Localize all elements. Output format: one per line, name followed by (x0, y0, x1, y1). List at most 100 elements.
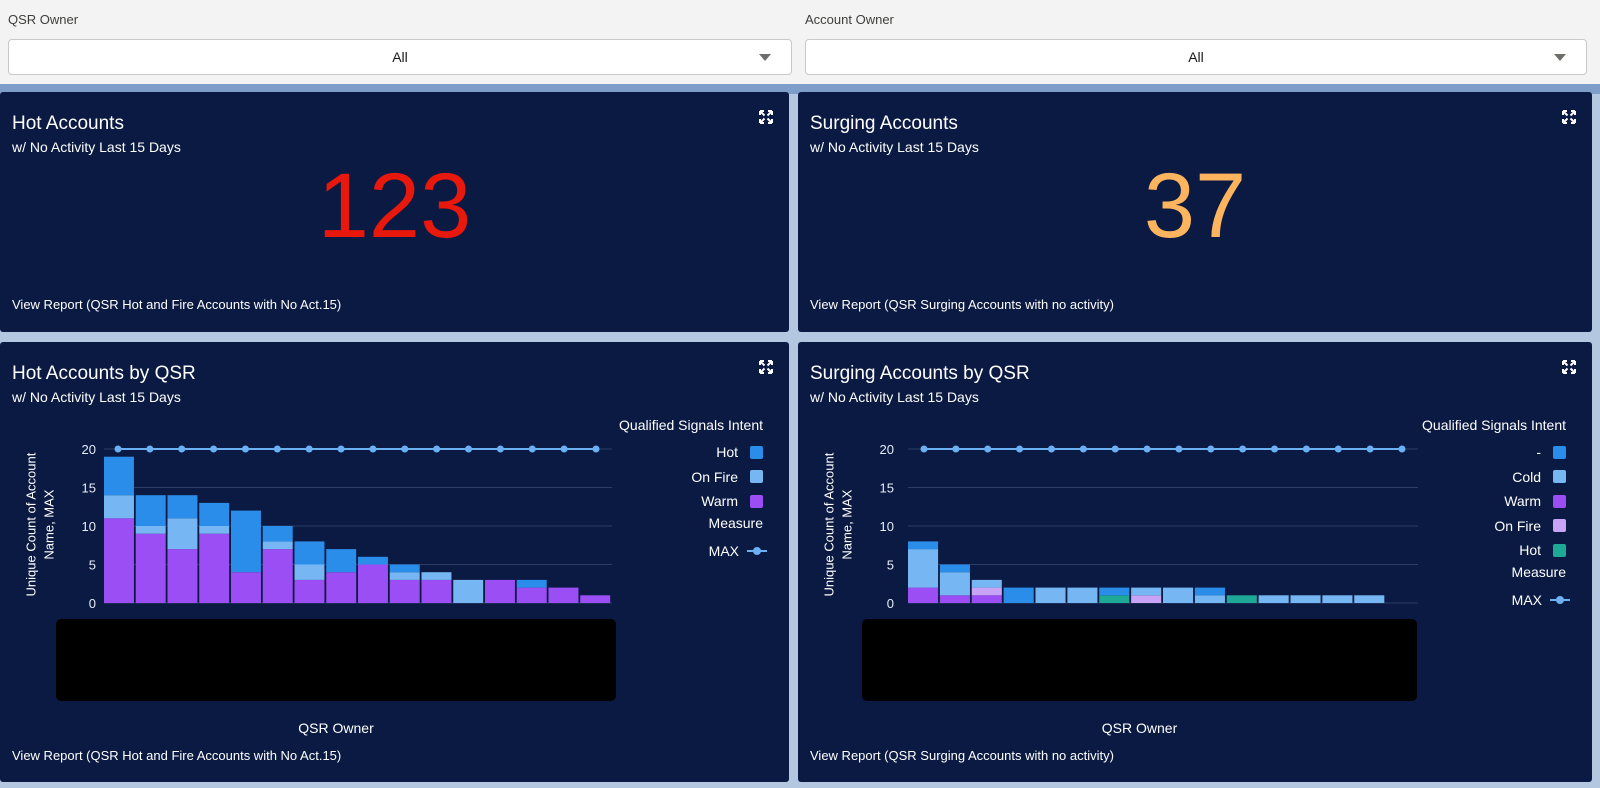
legend-item[interactable]: Cold (1512, 469, 1566, 485)
legend-item[interactable]: - (1536, 444, 1566, 460)
legend-item[interactable]: On Fire (691, 469, 763, 485)
legend-swatch (750, 445, 763, 459)
max-point (433, 445, 441, 453)
line-marker-icon (747, 546, 767, 555)
legend-swatch (750, 494, 763, 508)
legend-item[interactable]: Hot (716, 444, 763, 460)
max-point (1334, 445, 1342, 453)
max-point (146, 445, 154, 453)
max-point (1207, 445, 1215, 453)
legend-item-label: Warm (1504, 493, 1541, 509)
expand-icon[interactable] (1562, 110, 1576, 124)
expand-icon[interactable] (1562, 360, 1576, 374)
legend-item[interactable]: On Fire (1494, 518, 1566, 534)
bar-segment (939, 572, 970, 596)
bar-segment (1067, 587, 1098, 603)
bar-segment (389, 572, 420, 580)
legend-item[interactable]: Warm (701, 493, 763, 509)
bar-segment (1226, 595, 1257, 603)
view-report-link[interactable]: View Report (QSR Surging Accounts with n… (810, 297, 1114, 312)
hot-accounts-count: 123 (317, 155, 472, 257)
max-point (592, 445, 600, 453)
max-point (1398, 445, 1406, 453)
legend-swatch (1553, 494, 1566, 508)
surging-accounts-by-qsr-panel: Surging Accounts by QSR w/ No Activity L… (798, 342, 1592, 782)
legend-title: Qualified Signals Intent (1422, 417, 1566, 433)
legend-item-label: Hot (716, 444, 738, 460)
bar-segment (580, 595, 611, 603)
view-report-link[interactable]: View Report (QSR Hot and Fire Accounts w… (12, 748, 342, 763)
legend-swatch (1553, 470, 1566, 483)
legend-item-label: On Fire (691, 468, 738, 485)
max-point (1079, 445, 1087, 453)
max-point (465, 445, 473, 453)
legend-item-max[interactable]: MAX (709, 543, 767, 559)
view-report-link[interactable]: View Report (QSR Surging Accounts with n… (810, 748, 1114, 763)
account-owner-filter-label: Account Owner (805, 12, 894, 27)
account-owner-select-value: All (1188, 49, 1204, 65)
max-point (1239, 445, 1247, 453)
legend-item-label: On Fire (1494, 517, 1541, 534)
panel-title: Hot Accounts (12, 113, 124, 134)
max-point (305, 445, 313, 453)
bar-segment (167, 549, 198, 603)
view-report-link[interactable]: View Report (QSR Hot and Fire Accounts w… (12, 297, 342, 312)
bar-segment (908, 549, 939, 588)
bar-segment (135, 533, 166, 603)
bar-segment (971, 595, 1002, 603)
legend-swatch (750, 470, 763, 483)
bar-segment (294, 579, 325, 603)
legend-item-max[interactable]: MAX (1512, 592, 1570, 608)
bar-segment (104, 456, 134, 496)
hot-accounts-panel: Hot Accounts w/ No Activity Last 15 Days… (0, 92, 789, 332)
bar-segment (104, 518, 134, 603)
bar-segment (326, 549, 357, 573)
bar-segment (453, 579, 484, 603)
bar-segment (104, 495, 134, 519)
y-tick-label: 10 (880, 519, 894, 534)
bar-segment (199, 526, 230, 534)
max-point (1143, 445, 1151, 453)
max-point (114, 445, 122, 453)
max-point (1302, 445, 1310, 453)
legend-item[interactable]: Hot (1519, 542, 1566, 558)
bar-segment (516, 579, 547, 588)
chevron-down-icon (1554, 54, 1566, 61)
y-axis-title-line1: Unique Count of Account (821, 452, 837, 597)
y-tick-label: 15 (880, 481, 894, 496)
redacted-x-labels (56, 619, 616, 701)
max-point (1175, 445, 1183, 453)
bar-segment (1099, 595, 1130, 603)
x-axis-title: QSR Owner (298, 720, 374, 736)
expand-icon[interactable] (759, 110, 773, 124)
panel-subtitle: w/ No Activity Last 15 Days (12, 389, 181, 405)
bar-segment (1194, 595, 1225, 603)
surging-accounts-chart: 0 5 10 15 20 (880, 442, 1418, 611)
redacted-x-labels (862, 619, 1417, 701)
panel-title: Surging Accounts (810, 113, 958, 134)
qsr-owner-select[interactable]: All (8, 39, 792, 75)
legend-item-label: - (1536, 444, 1541, 460)
legend-item-label: Warm (701, 493, 738, 509)
x-axis-title: QSR Owner (1101, 720, 1178, 736)
y-tick-label: 5 (89, 558, 96, 573)
legend-swatch (1553, 519, 1566, 532)
line-marker-dot (753, 546, 761, 555)
dashboard-background-band (0, 84, 1600, 94)
max-point (1271, 445, 1279, 453)
bar-segment (908, 587, 939, 603)
y-tick-label: 10 (82, 519, 96, 534)
qsr-owner-select-value: All (392, 49, 408, 65)
bar-segment (939, 564, 970, 573)
chevron-down-icon (759, 54, 771, 61)
expand-icon[interactable] (759, 360, 773, 374)
max-point (496, 445, 504, 453)
legend-item-label: Cold (1512, 468, 1541, 485)
y-tick-label: 15 (82, 481, 96, 496)
max-point (1047, 445, 1055, 453)
legend-item[interactable]: Warm (1504, 493, 1566, 509)
bar-segment (231, 510, 261, 573)
surging-accounts-panel: Surging Accounts w/ No Activity Last 15 … (798, 92, 1592, 332)
max-point (952, 445, 960, 453)
account-owner-select[interactable]: All (805, 39, 1587, 75)
